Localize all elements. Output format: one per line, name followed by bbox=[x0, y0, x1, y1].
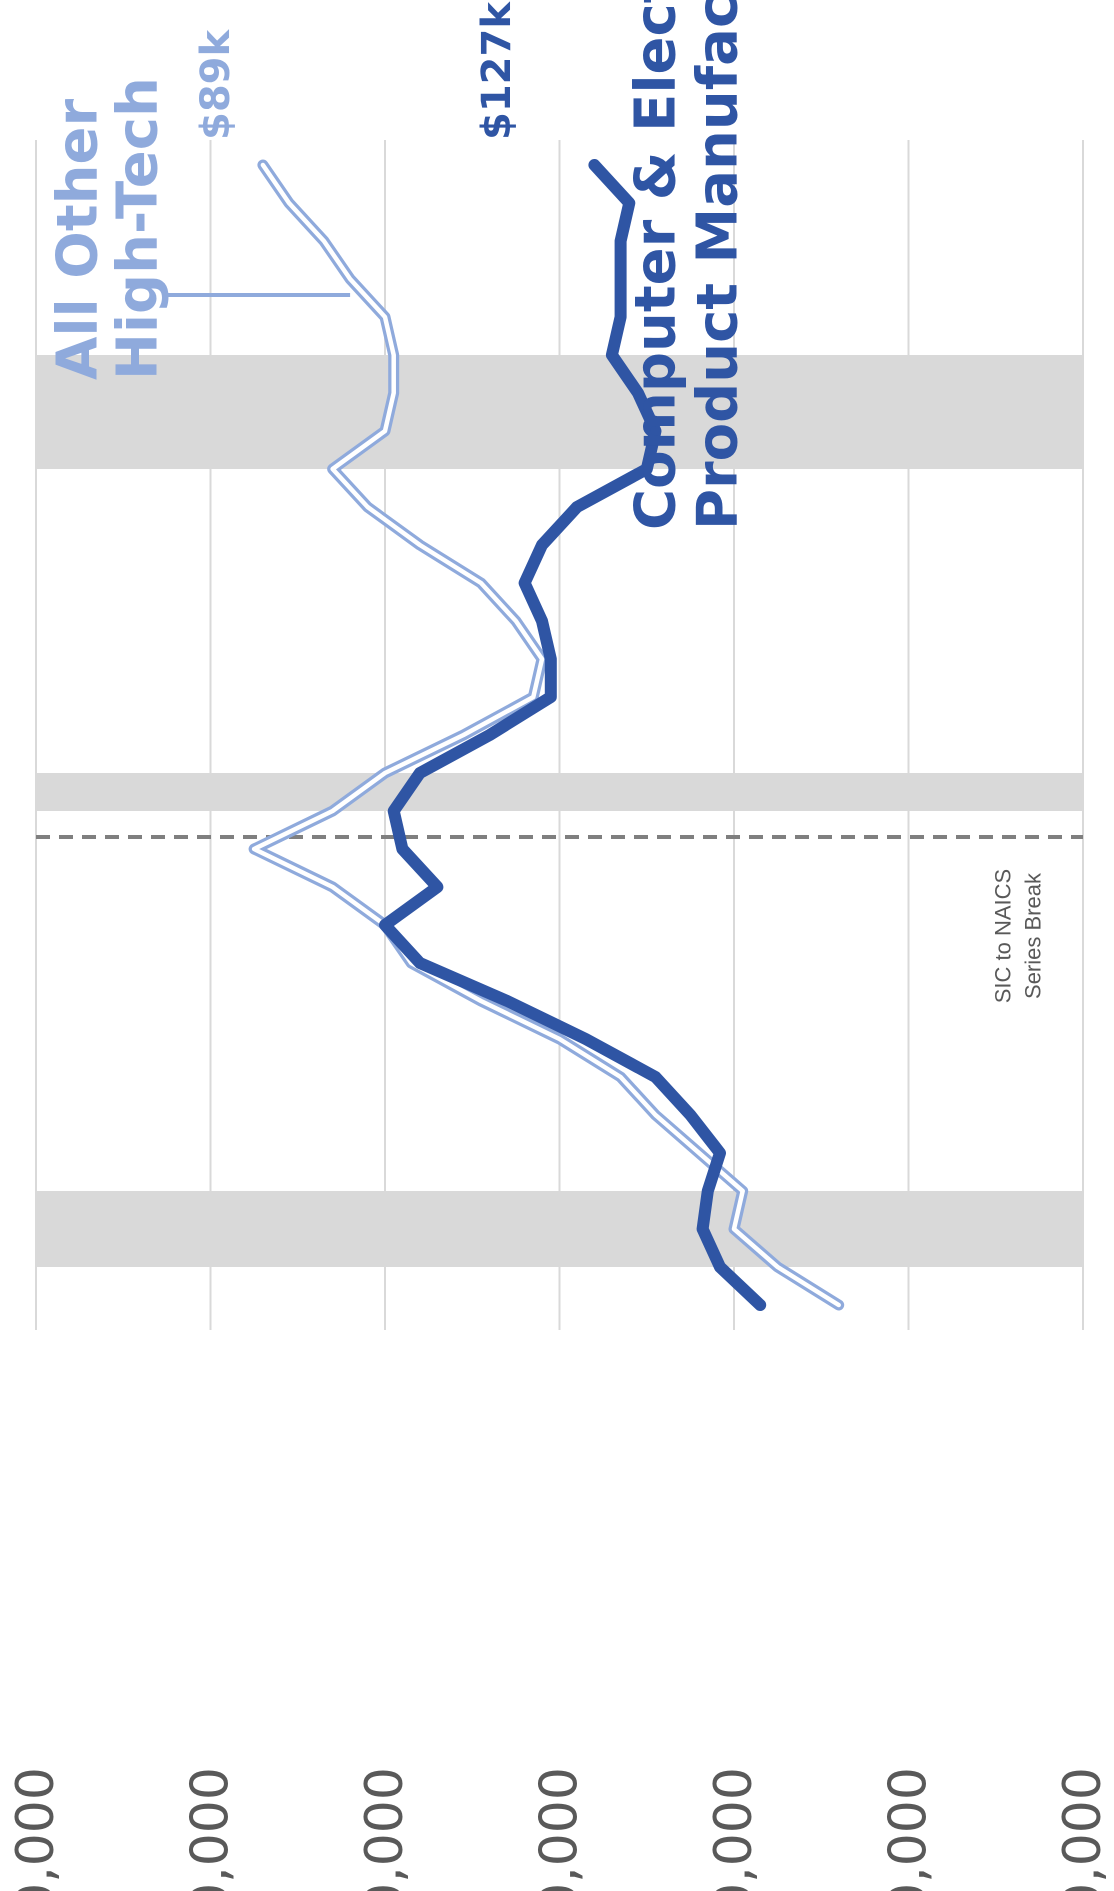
gridlines bbox=[35, 140, 1084, 1330]
y-tick-label: 60,000 bbox=[181, 1767, 241, 1891]
y-tick-label: 50,000 bbox=[355, 1767, 415, 1891]
series-line-all-other-high-tech bbox=[248, 159, 845, 1311]
y-tick-label: 20,000 bbox=[879, 1767, 939, 1891]
series-break: SIC to NAICS Series Break bbox=[36, 835, 1083, 1003]
series-break-label: Series Break bbox=[1021, 872, 1046, 999]
series-break-label: SIC to NAICS bbox=[991, 869, 1016, 1003]
y-tick-label: 30,000 bbox=[704, 1767, 764, 1891]
series-line-all-other-high-tech-inner bbox=[251, 162, 841, 1308]
y-axis-tick-labels: 70,000 60,000 50,000 40,000 30,000 20,000 10,0… bbox=[6, 1767, 1113, 1891]
series-line-computer-electronic bbox=[379, 159, 767, 1311]
y-tick-label: 70,000 bbox=[6, 1767, 66, 1891]
series-name-all-other-high-tech: All Other bbox=[46, 99, 111, 380]
series-name-computer-electronic: Product Manufacturing bbox=[686, 0, 751, 530]
series-name-all-other-high-tech: High-Tech bbox=[106, 77, 171, 380]
y-tick-label: 10,000 bbox=[1053, 1767, 1113, 1891]
end-label-computer-electronic: $127k bbox=[474, 1, 520, 140]
y-tick-label: 40,000 bbox=[530, 1767, 590, 1891]
series-lines bbox=[248, 159, 845, 1311]
series-name-computer-electronic: Computer & Electronic bbox=[624, 0, 689, 530]
end-label-all-other-high-tech: $89k bbox=[193, 29, 239, 140]
